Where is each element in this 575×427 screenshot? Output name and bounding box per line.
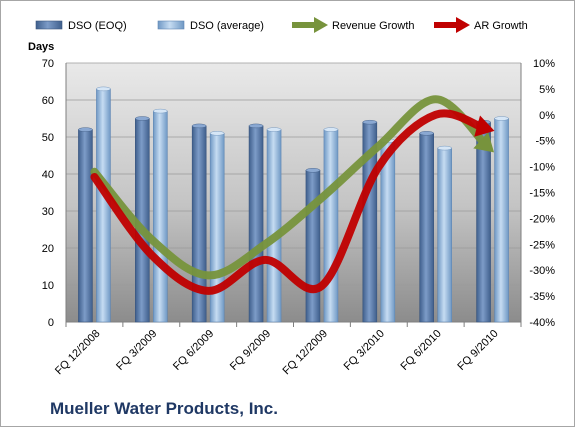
legend-label-ar-growth: AR Growth [474,20,528,32]
legend-swatch-dso-eoq [35,20,63,30]
x-tick-label: FQ 12/2009 [280,328,330,378]
y-tick-label: 50 [42,132,54,144]
bar-dso-eoq [476,121,491,323]
arrowhead-revenue-growth [473,132,495,153]
legend-swatch-dso-average [157,20,185,30]
x-tick-label: FQ 3/2010 [342,328,387,373]
bar-dso-average [153,110,168,323]
x-tick-label: FQ 9/2009 [228,328,273,373]
bar-cap-dso-average [96,86,111,92]
bar-dso-average [266,129,282,323]
x-tick-label: FQ 6/2009 [171,328,216,373]
bar-cap-dso-average [209,131,225,136]
legend-label-dso-average: DSO (average) [190,20,264,32]
y-tick-label: 60 [42,95,54,107]
bar-cap-dso-eoq [305,168,321,173]
y2-tick-label: 10% [533,58,555,70]
y2-tick-label: -35% [529,291,555,303]
y2-tick-label: -20% [529,213,555,225]
y-tick-label: 30 [42,206,54,218]
bar-cap-dso-eoq [135,116,150,121]
y-tick-label: 20 [42,243,54,255]
bar-dso-eoq [305,170,321,323]
bar-cap-dso-average [323,127,339,132]
y2-tick-label: -30% [529,265,555,277]
legend: DSO (EOQ) DSO (average) Revenue Growth AR G… [35,17,528,33]
y2-tick-label: -40% [529,317,555,329]
bar-dso-average [96,88,111,323]
company-name: Mueller Water Products, Inc. [50,399,278,418]
legend-label-revenue-growth: Revenue Growth [332,20,415,32]
bar-dso-average [380,140,396,323]
line-ar-growth [90,109,488,295]
y-tick-label: 40 [42,169,54,181]
x-tick-label: FQ 12/2008 [53,328,103,378]
y2-tick-label: 0% [539,110,555,122]
y-tick-label: 0 [48,317,54,329]
y-tick-label: 10 [42,280,54,292]
bar-cap-dso-eoq [248,123,264,129]
legend-arrow-revenue-growth [314,17,328,33]
y2-tick-label: -5% [535,136,555,148]
bar-cap-dso-average [437,145,452,151]
legend-arrow-ar-growth [456,17,470,33]
bar-cap-dso-average [153,108,168,114]
x-tick-label: FQ 6/2010 [399,328,444,373]
bar-cap-dso-eoq [191,123,207,129]
line-revenue-growth [90,95,490,280]
bar-dso-eoq [78,129,93,323]
bar-dso-eoq [248,125,264,323]
y2-tick-label: 5% [539,84,555,96]
bar-dso-average [437,147,452,323]
y2-tick-label: -10% [529,162,555,174]
bar-cap-dso-eoq [78,127,93,132]
x-axis-ticks: FQ 12/2008 FQ 3/2009 FQ 6/2009 FQ 9/2009 FQ … [53,328,501,378]
x-tick-label: FQ 3/2009 [114,328,159,373]
y-axis-title: Days [28,41,54,53]
lines [90,95,495,295]
bar-dso-average [494,118,509,323]
bar-cap-dso-eoq [362,119,378,125]
y2-tick-label: -25% [529,239,555,251]
bar-dso-eoq [419,133,434,323]
left-axis-ticks: 0 10 20 30 40 50 60 70 [42,58,54,329]
y2-tick-label: -15% [529,188,555,200]
legend-label-dso-eoq: DSO (EOQ) [68,20,127,32]
arrowhead-ar-growth [474,115,495,137]
bar-dso-average [323,129,339,323]
bar-cap-dso-eoq [419,131,434,136]
x-tick-label: FQ 9/2010 [455,328,500,373]
bar-cap-dso-average [494,116,509,121]
y-tick-label: 70 [42,58,54,70]
bar-cap-dso-average [266,127,282,132]
right-axis-ticks: -40% -35% -30% -25% -20% -15% -10% -5% 0% 5% 10% [529,58,555,329]
